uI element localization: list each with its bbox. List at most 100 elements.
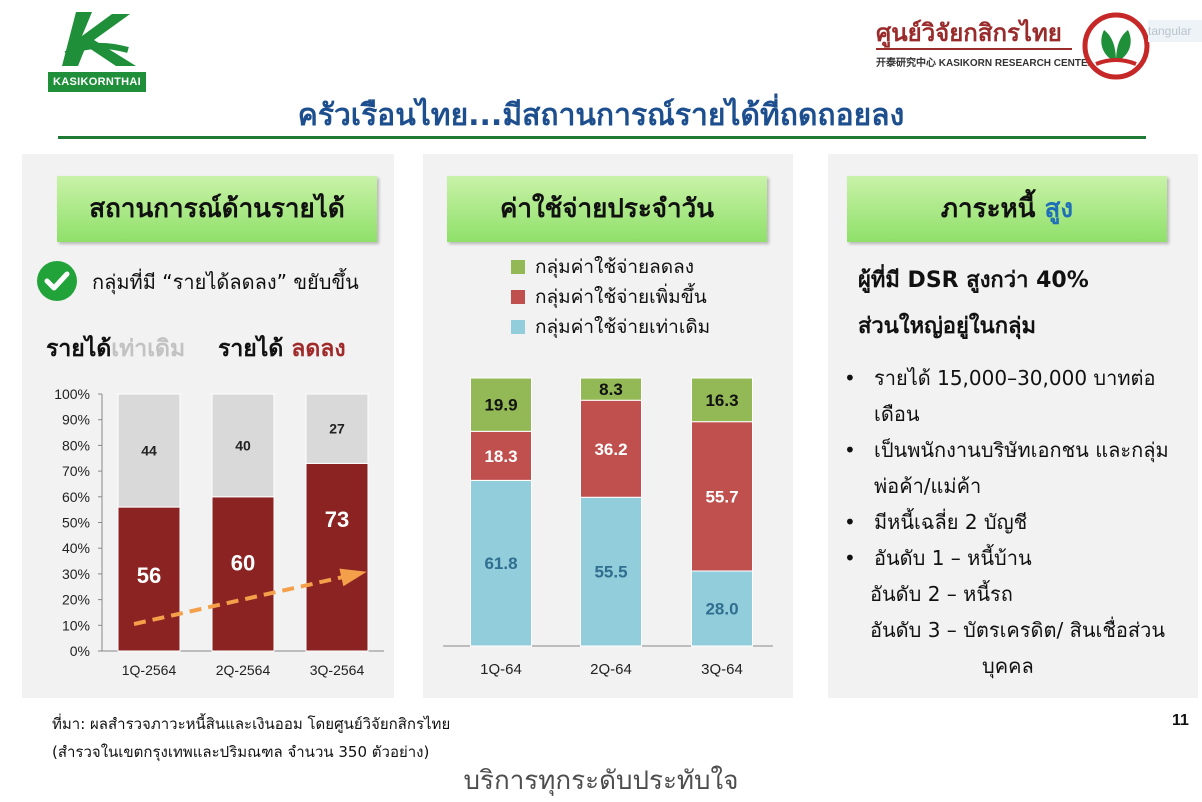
logo-wordmark: KASIKORNTHAI [48, 72, 146, 92]
data-label: 55.7 [705, 487, 738, 506]
y-tick-label: 80% [62, 437, 90, 453]
data-label: 28.0 [705, 599, 738, 618]
x-tick-label: 3Q-2564 [310, 662, 365, 678]
kresearch-thai-name: ศูนย์วิจัยกสิกรไทย [876, 18, 1072, 50]
data-label: 60 [231, 550, 255, 575]
debt-bullet-line2: เดือน [874, 402, 920, 426]
kresearch-emblem-icon [1082, 12, 1150, 80]
debt-bullet: • เป็นพนักงานบริษัทเอกชน และกลุ่ม พ่อค้า… [844, 432, 1169, 504]
stray-overlay-text: tangular [1148, 20, 1202, 42]
y-tick-label: 90% [62, 412, 90, 428]
data-label: 44 [141, 443, 157, 459]
debt-rank-line: บุคคล [982, 654, 1034, 678]
data-label: 61.8 [484, 554, 517, 573]
data-label: 73 [325, 507, 349, 532]
y-tick-label: 10% [62, 617, 90, 633]
expense-panel-header: ค่าใช้จ่ายประจำวัน [447, 176, 767, 242]
bar-segment [305, 462, 369, 652]
y-tick-label: 70% [62, 463, 90, 479]
income-label-down-highlight: ลดลง [291, 336, 346, 362]
k-logo-icon [62, 12, 136, 66]
debt-bullet: • รายได้ 15,000–30,000 บาทต่อ เดือน [844, 360, 1156, 432]
y-tick-label: 0% [70, 643, 90, 659]
income-note: กลุ่มที่มี “รายได้ลดลง” ขยับขึ้น [92, 270, 359, 294]
data-label: 56 [137, 563, 161, 588]
debt-lead-line1: ผู้ที่มี DSR สูงกว่า 40% [858, 268, 1089, 293]
legend-label: กลุ่มค่าใช้จ่ายเพิ่มขึ้น [535, 286, 707, 308]
bar-segment [691, 570, 753, 647]
bullet-dot-icon: • [844, 366, 856, 390]
kasikornthai-logo: KASIKORNTHAI [48, 10, 148, 92]
bar-segment [305, 393, 369, 464]
legend-label: กลุ่มค่าใช้จ่ายลดลง [535, 256, 695, 278]
bar-segment [691, 421, 753, 572]
data-label: 19.9 [484, 396, 517, 415]
legend-label: กลุ่มค่าใช้จ่ายเท่าเดิม [535, 316, 711, 338]
legend-item: กลุ่มค่าใช้จ่ายลดลง [511, 252, 710, 282]
page-title: ครัวเรือนไทย...มีสถานการณ์รายได้ที่ถดถอย… [297, 98, 905, 133]
data-label: 40 [235, 437, 251, 453]
bar-segment [470, 377, 532, 432]
income-panel-header: สถานการณ์ด้านรายได้ [57, 176, 377, 242]
income-panel: สถานการณ์ด้านรายได้ กลุ่มที่มี “รายได้ลด… [22, 154, 394, 698]
data-label: 36.2 [594, 440, 627, 459]
debt-bullet-line1: มีหนี้เฉลี่ย 2 บัญชี [874, 510, 1028, 534]
debt-panel-header: ภาระหนี้ สูง [847, 176, 1167, 242]
debt-rank-line: อันดับ 2 – หนี้รถ [870, 582, 1013, 606]
title-divider [58, 136, 1146, 139]
debt-bullet: • มีหนี้เฉลี่ย 2 บัญชี [844, 504, 1028, 540]
debt-panel: ภาระหนี้ สูง ผู้ที่มี DSR สูงกว่า 40% ส่… [828, 154, 1198, 698]
kresearch-wordmark: ศูนย์วิจัยกสิกรไทย 开泰研究中心 KASIKORN RESEA… [876, 18, 1095, 74]
data-label: 55.5 [594, 563, 627, 582]
x-tick-label: 3Q-64 [701, 661, 743, 678]
x-tick-label: 2Q-2564 [216, 662, 271, 678]
debt-bullet-line1: เป็นพนักงานบริษัทเอกชน และกลุ่ม [874, 438, 1169, 462]
data-label: 18.3 [484, 447, 517, 466]
legend-item: กลุ่มค่าใช้จ่ายเท่าเดิม [511, 312, 710, 342]
bullet-dot-icon: • [844, 438, 856, 462]
income-chart: 0% 10% 20% 30% 40% 50% 60% 70% 80% 90% 100% 56 44 1Q-… [54, 386, 384, 678]
y-tick-label: 50% [62, 515, 90, 531]
data-label: 8.3 [599, 380, 623, 399]
x-tick-label: 1Q-2564 [122, 662, 177, 678]
source-note-line1: ที่มา: ผลสำรวจภาวะหนี้สินและเงินออม โดยศ… [52, 715, 451, 733]
x-tick-label: 2Q-64 [590, 661, 632, 678]
legend-swatch [511, 320, 525, 334]
y-tick-label: 100% [54, 386, 90, 402]
income-label-down: รายได้ ลดลง [218, 331, 346, 367]
check-circle-icon [37, 261, 77, 301]
income-label-same: รายได้เท่าเดิม [46, 331, 185, 367]
bar-segment [470, 430, 532, 481]
trend-arrow-line [133, 571, 358, 626]
y-tick-label: 60% [62, 489, 90, 505]
source-note-line2: (สำรวจในเขตกรุงเทพและปริมณฑล จำนวน 350 ต… [52, 743, 430, 761]
debt-bullet-line1: อันดับ 1 – หนี้บ้าน [874, 546, 1032, 570]
page-number: 11 [1172, 712, 1189, 729]
debt-bullet-line2: พ่อค้า/แม่ค้า [874, 474, 982, 498]
data-label: 16.3 [705, 391, 738, 410]
income-label-same-highlight: เท่าเดิม [111, 336, 186, 362]
expense-legend: กลุ่มค่าใช้จ่ายลดลงกลุ่มค่าใช้จ่ายเพิ่มข… [511, 252, 710, 342]
trend-arrow-head-icon [339, 568, 367, 587]
bar-segment [117, 506, 181, 652]
debt-bullet: • อันดับ 1 – หนี้บ้าน [844, 540, 1032, 576]
debt-bullet-line1: รายได้ 15,000–30,000 บาทต่อ [874, 366, 1156, 390]
bar-segment [691, 377, 753, 423]
bar-segment [580, 399, 642, 498]
bar-segment [580, 377, 642, 401]
y-tick-label: 20% [62, 592, 90, 608]
y-tick-label: 30% [62, 566, 90, 582]
debt-rank-line: อันดับ 3 – บัตรเครดิต/ สินเชื่อส่วน [870, 618, 1166, 642]
y-tick-label: 40% [62, 540, 90, 556]
debt-header-highlight: สูง [1044, 194, 1074, 224]
x-tick-label: 1Q-64 [480, 661, 522, 678]
income-label-same-prefix: รายได้ [46, 336, 112, 362]
debt-lead-line2: ส่วนใหญ่อยู่ในกลุ่ม [858, 314, 1036, 339]
legend-swatch [511, 260, 525, 274]
bar-segment [117, 393, 181, 508]
bullet-dot-icon: • [844, 546, 856, 570]
legend-item: กลุ่มค่าใช้จ่ายเพิ่มขึ้น [511, 282, 710, 312]
debt-header-prefix: ภาระหนี้ [940, 194, 1036, 224]
kresearch-english-name: 开泰研究中心 KASIKORN RESEARCH CENTER [876, 58, 1095, 69]
footer-tagline: บริการทุกระดับประทับใจ [463, 766, 739, 796]
